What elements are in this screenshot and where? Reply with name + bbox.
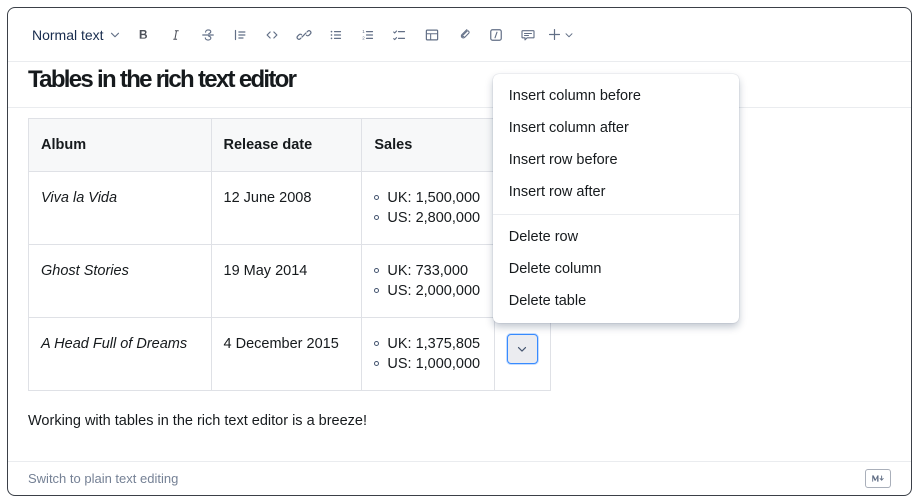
svg-text:1: 1	[362, 29, 365, 34]
svg-text:2: 2	[362, 35, 365, 40]
